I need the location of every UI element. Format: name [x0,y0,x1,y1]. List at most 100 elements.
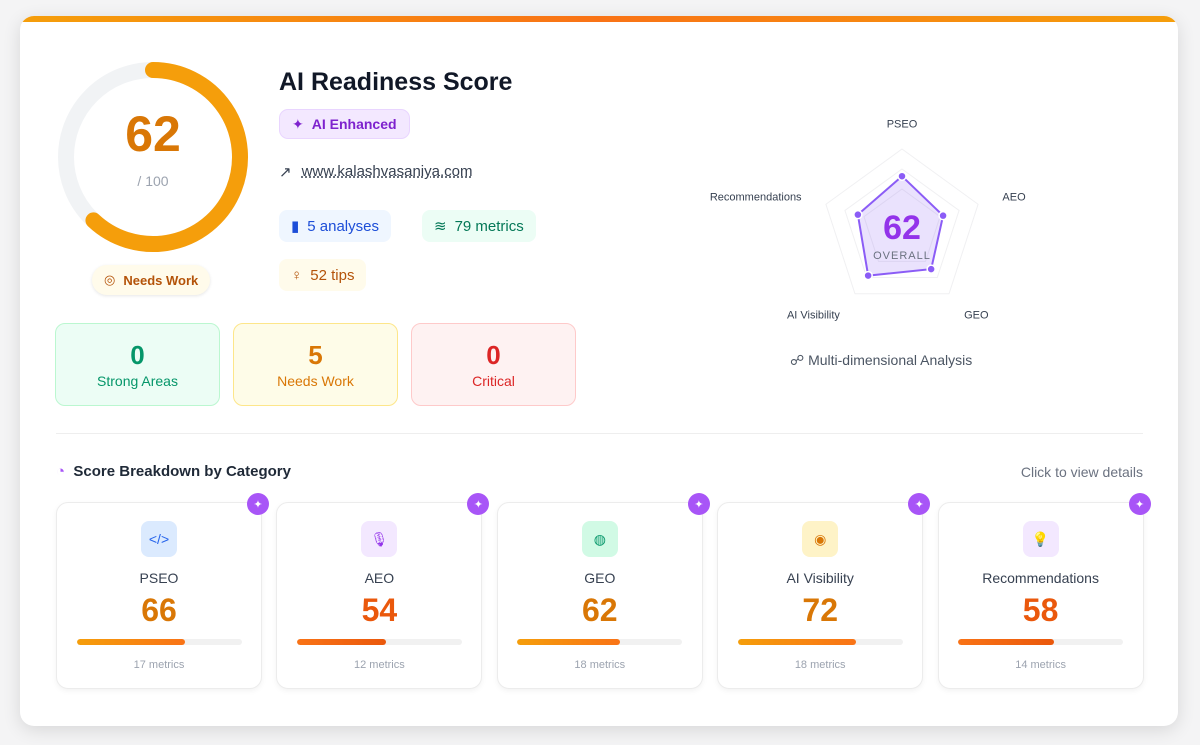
icon: ◎ [104,272,116,287]
progress-track [958,639,1124,645]
url-link[interactable]: www.kalashvasaniya.com [301,163,473,180]
summary-value: 0 [486,340,501,370]
status-text: Needs Work [123,272,199,288]
ai-badge: ✦ AI Enhanced [279,109,410,139]
ai-sparkle: ✦ [1128,493,1151,515]
icon: ♀ [291,266,303,284]
stat-text: 52 tips [310,266,355,284]
radar-axis-label: PSEO [887,118,918,130]
stat-analyses: ▮ 5 analyses [279,210,391,242]
ai-sparkle: ✦ [687,493,710,515]
category-icon: 🎙 [361,521,398,557]
progress-fill [517,639,620,645]
progress-track [76,639,242,645]
category-score: 66 [141,592,177,628]
ai-sparkle: ✦ [247,493,269,515]
ai-sparkle: ✦ [467,493,490,515]
radar-ring [844,168,960,279]
category-score: 72 [802,592,838,628]
radar-point [853,209,863,220]
divider [56,433,1143,434]
score-scale: / 100 [137,173,168,189]
radar-caption: ☍ Multi-dimensional Analysis [790,352,973,368]
category-name: AEO [364,570,395,586]
radar-point [938,210,948,221]
category-score: 54 [361,592,398,628]
radar-point [863,270,873,281]
category-card[interactable]: ✦ </> PSEO 66 17 metrics [56,493,269,689]
category-name: GEO [584,570,616,586]
stat-text: 79 metrics [454,217,524,235]
icon: ✦ [292,115,304,132]
summary-label: Critical [472,373,515,389]
category-icon: ◉ [802,521,839,557]
category-icon: ◍ [581,521,618,557]
icon: ▮ [291,218,300,235]
category-icon: </> [141,521,177,557]
radar-chart: PSEO AEO GEO AI Visibility Recommendations 62… [710,118,1026,321]
score-value: 62 [125,106,181,162]
gauge-arc [85,62,248,252]
badge-text: AI Enhanced [311,116,397,132]
caption-text: Multi-dimensional Analysis [808,352,973,368]
summary-needs-work: 5 Needs Work [233,323,398,406]
category-metrics: 18 metrics [794,659,846,671]
radar-area [856,174,945,277]
summary-critical: 0 Critical [411,323,576,406]
ai-sparkle: ✦ [908,493,931,515]
category-metrics: 17 metrics [133,659,185,671]
summary-label: Needs Work [277,373,354,389]
progress-fill [296,639,386,645]
progress-track [296,639,462,645]
radar-overall-label: OVERALL [873,250,931,262]
category-score: 58 [1022,592,1059,628]
category-card[interactable]: ✦ ◍ GEO 62 18 metrics [496,493,710,689]
radar-ring [825,148,979,295]
category-metrics: 12 metrics [354,659,405,671]
category-metrics: 14 metrics [1015,659,1066,671]
progress-fill [76,639,186,645]
score-card: 62 / 100 ◎ Needs Work AI Readiness Score … [20,16,1178,726]
category-name: PSEO [139,570,179,586]
section-title: ◔ Score Breakdown by Category [56,463,291,480]
summary-label: Strong Areas [97,373,178,389]
category-name: Recommendations [982,570,1099,586]
category-name: AI Visibility [786,570,854,586]
stat-tips: ♀ 52 tips [279,259,367,291]
summary-value: 0 [130,340,145,370]
progress-fill [737,639,857,645]
stat-text: 5 analyses [307,217,379,235]
status-badge: ◎ Needs Work [92,265,211,295]
radar-axis-label: GEO [964,309,989,321]
summary-strong: 0 Strong Areas [55,323,220,406]
icon: ↗ [279,164,292,181]
icon: ◔ [56,463,66,480]
url-row: ↗ www.kalashvasaniya.com [279,163,472,181]
title: AI Readiness Score [279,68,513,96]
stat-metrics: ≋ 79 metrics [422,210,536,242]
radar-axis-label: AI Visibility [787,309,840,321]
summary-value: 5 [308,340,323,370]
progress-track [737,639,903,645]
category-card[interactable]: ✦ 💡 Recommendations 58 14 metrics [937,493,1151,689]
section-title-text: Score Breakdown by Category [73,463,291,480]
radar-axis-label: AEO [1002,191,1026,203]
category-score: 62 [582,592,618,628]
top-bar [20,16,1178,22]
radar-point [926,264,936,274]
progress-fill [958,639,1054,645]
category-metrics: 18 metrics [574,659,626,671]
category-card[interactable]: ✦ 🎙 AEO 54 12 metrics [276,493,490,689]
section-hint: Click to view details [1020,464,1143,480]
radar-ring [863,188,941,262]
radar-overall-value: 62 [883,209,921,247]
radar-axis-label: Recommendations [710,191,802,203]
gauge: 62 / 100 [58,62,248,252]
category-icon: 💡 [1022,521,1059,557]
progress-track [517,639,683,645]
radar-point [897,171,907,181]
category-card[interactable]: ✦ ◉ AI Visibility 72 18 metrics [717,493,931,689]
icon: ≋ [434,218,447,235]
